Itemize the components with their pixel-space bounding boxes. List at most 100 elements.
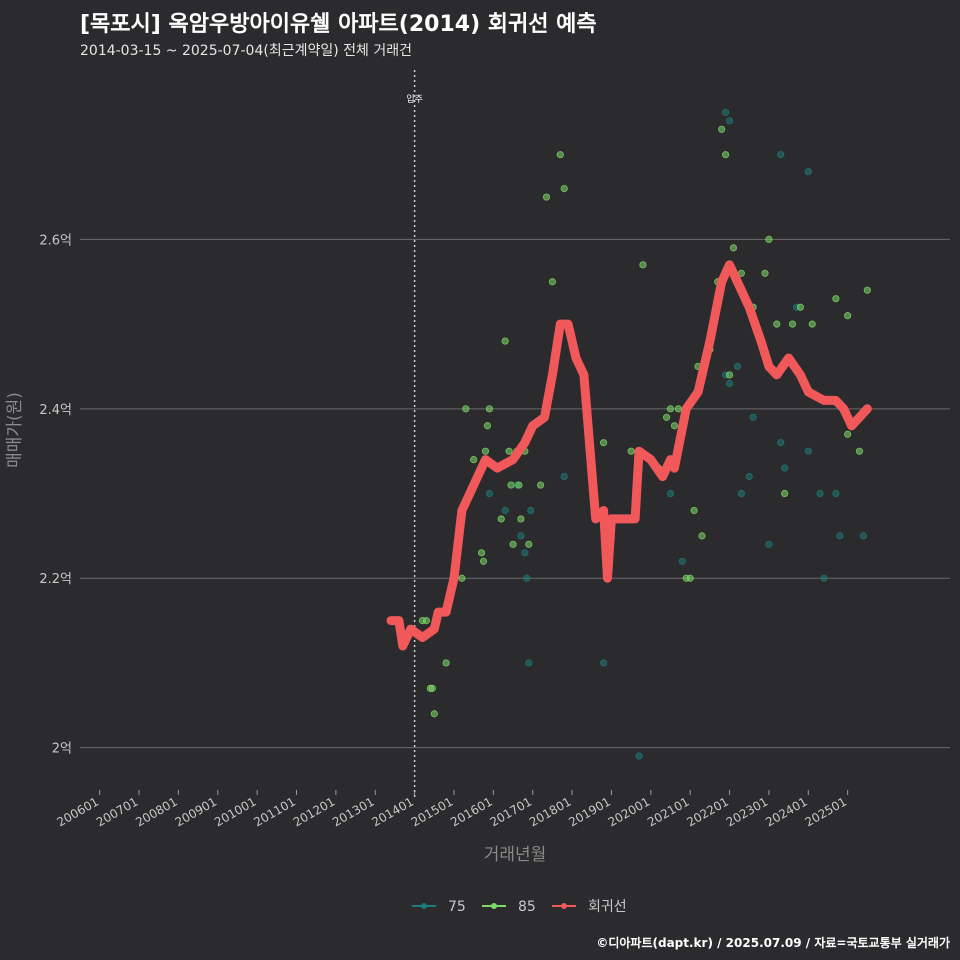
x-tick-label: 201801 [527, 794, 574, 829]
data-point-75 [745, 472, 753, 481]
data-point-85 [722, 151, 730, 159]
chart-subtitle: 2014-03-15 ~ 2025-07-04(최근계약일) 전체 거래건 [80, 43, 412, 59]
x-tick-label: 201101 [251, 794, 298, 829]
data-point-85 [525, 540, 533, 548]
x-tick-label: 200701 [94, 794, 141, 829]
move-in-annotation: 입주 [406, 70, 423, 800]
data-point-75 [525, 659, 533, 667]
data-point-85 [662, 413, 671, 421]
data-point-75 [737, 489, 745, 498]
legend-swatch-dot [421, 903, 427, 909]
x-tick-label: 202101 [645, 794, 692, 829]
regression-line [386, 260, 872, 651]
data-point-85 [725, 371, 734, 379]
data-point-85 [517, 515, 525, 523]
data-point-85 [855, 447, 864, 455]
legend-label: 회귀선 [588, 899, 627, 915]
data-point-75 [804, 447, 812, 455]
data-point-85 [505, 447, 513, 455]
y-tick-label: 2억 [52, 742, 72, 757]
x-tick-label: 200801 [133, 794, 180, 829]
data-point-85 [765, 235, 773, 244]
data-point-85 [470, 456, 478, 464]
data-point-85 [627, 447, 635, 455]
data-point-85 [556, 151, 564, 159]
x-tick-label: 201701 [488, 794, 535, 829]
legend-label: 75 [448, 899, 466, 915]
data-point-75 [678, 557, 686, 565]
y-tick-label: 2.6억 [39, 233, 72, 248]
data-point-75 [523, 574, 531, 582]
data-point-75 [804, 168, 812, 176]
data-point-85 [863, 286, 871, 294]
data-point-75 [485, 489, 494, 498]
x-tick-label: 202401 [763, 794, 810, 829]
scatter-points [418, 108, 871, 760]
data-point-75 [725, 379, 734, 388]
data-point-85 [458, 574, 466, 582]
data-point-85 [666, 405, 675, 413]
data-point-85 [773, 320, 781, 328]
data-point-85 [462, 405, 470, 413]
x-tick-label: 201201 [291, 794, 338, 829]
y-tick-label: 2.4억 [39, 403, 72, 418]
data-point-85 [497, 515, 505, 523]
x-tick-label: 201401 [369, 794, 416, 829]
legend: 75 85 회귀선 [412, 899, 627, 915]
data-point-75 [820, 574, 828, 582]
data-point-75 [722, 108, 730, 116]
data-point-85 [542, 193, 551, 201]
regression-path [386, 260, 872, 651]
data-point-85 [479, 557, 488, 565]
x-tick-label: 201301 [330, 794, 377, 829]
data-point-75 [859, 532, 867, 540]
legend-swatch-dot [491, 903, 497, 909]
data-point-75 [781, 464, 789, 472]
y-tick-label: 2.2억 [39, 572, 72, 587]
data-point-85 [422, 616, 431, 625]
data-point-75 [666, 489, 675, 498]
data-point-85 [808, 320, 816, 328]
data-point-85 [674, 405, 682, 413]
data-point-75 [816, 489, 824, 498]
x-tick-label: 201601 [448, 794, 495, 829]
data-point-85 [718, 125, 726, 133]
chart-title: [목포시] 옥암우방아이유쉘 아파트(2014) 회귀선 예측 [80, 12, 597, 37]
data-point-85 [501, 337, 509, 345]
x-tick-label: 202001 [606, 794, 653, 829]
data-point-85 [560, 184, 568, 193]
data-point-75 [725, 117, 734, 125]
data-point-75 [527, 506, 535, 515]
data-point-85 [781, 489, 789, 498]
data-point-85 [536, 481, 545, 489]
data-point-75 [599, 659, 608, 667]
legend-swatch-dot [561, 903, 567, 909]
data-point-85 [485, 405, 494, 413]
data-point-85 [690, 506, 698, 515]
data-point-85 [832, 295, 840, 303]
x-tick-label: 200901 [173, 794, 220, 829]
data-point-75 [521, 549, 529, 557]
x-tick-label: 200601 [55, 794, 102, 829]
data-point-75 [635, 752, 643, 760]
data-point-85 [670, 422, 679, 430]
x-axis-ticks: 2006012007012008012009012010012011012012… [55, 790, 849, 830]
data-point-85 [442, 659, 450, 667]
x-tick-label: 202301 [724, 794, 771, 829]
data-point-75 [777, 439, 785, 447]
data-point-75 [765, 540, 773, 548]
x-tick-label: 201901 [566, 794, 613, 829]
data-point-75 [560, 472, 568, 481]
data-point-85 [686, 574, 694, 582]
data-point-85 [844, 312, 852, 320]
x-tick-label: 202201 [684, 794, 731, 829]
source-caption: ©디아파트(dapt.kr) / 2025.07.09 / 자료=국토교통부 실… [596, 936, 950, 950]
y-axis-title: 매매가(원) [5, 392, 25, 468]
data-point-85 [509, 540, 517, 548]
data-point-85 [481, 447, 490, 455]
data-point-85 [639, 261, 647, 269]
data-point-85 [515, 481, 523, 489]
data-point-85 [599, 439, 608, 447]
y-axis-ticks: 2억 2.2억 2.4억 2.6억 [39, 233, 72, 756]
